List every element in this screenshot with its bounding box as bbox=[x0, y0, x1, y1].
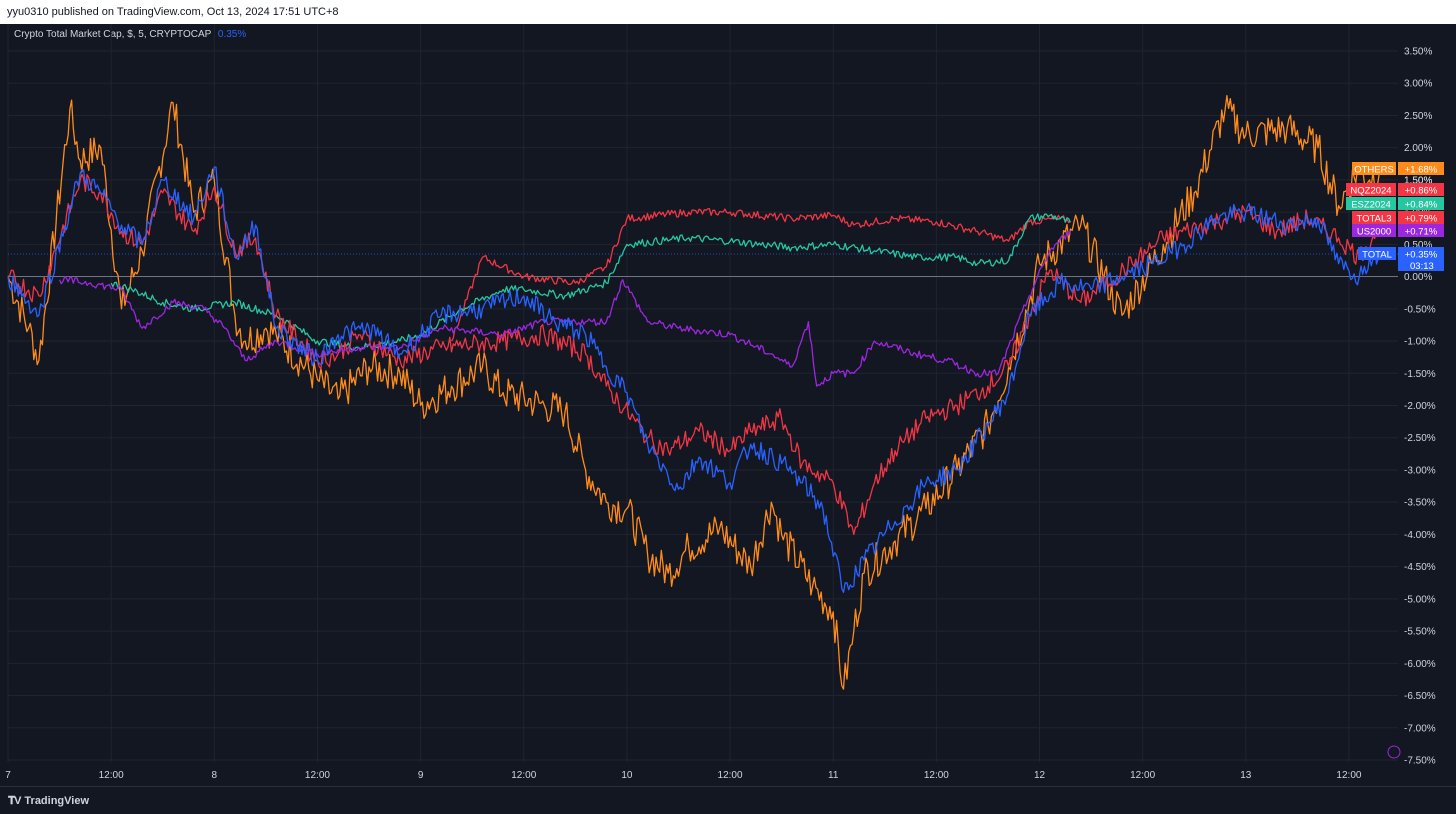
series-tag-value-bg bbox=[1398, 162, 1444, 175]
series-tag-us2000: US2000 +0.71% bbox=[1352, 224, 1444, 238]
y-tick-label: -3.00% bbox=[1404, 465, 1436, 476]
y-tick-label: -3.50% bbox=[1404, 498, 1436, 509]
legend-value: 0.35% bbox=[217, 29, 247, 40]
tradingview-logo-icon: 𝐓V bbox=[8, 795, 21, 807]
x-tick-label: 12:00 bbox=[1130, 770, 1155, 781]
x-tick-label: 11 bbox=[828, 770, 839, 781]
y-tick-label: 0.00% bbox=[1404, 272, 1432, 283]
y-tick-label: -6.00% bbox=[1404, 659, 1436, 670]
x-tick-label: 10 bbox=[621, 770, 633, 781]
series-tag-value: +0.71% bbox=[1405, 227, 1438, 238]
series-tag-name: NQZ2024 bbox=[1350, 186, 1391, 197]
series-tag-value: +0.86% bbox=[1405, 186, 1438, 197]
series-line-total3 bbox=[7, 173, 1381, 536]
series-tag-value: +0.35% bbox=[1405, 250, 1438, 261]
publisher-text: yyu0310 published on TradingView.com, Oc… bbox=[7, 6, 339, 18]
countdown-bg bbox=[1398, 260, 1444, 271]
y-tick-label-extra: 1.50% bbox=[1404, 176, 1432, 187]
series-tag-total: TOTAL +0.35%03:13 bbox=[1358, 247, 1444, 272]
alert-marker-icon[interactable] bbox=[1387, 745, 1401, 759]
series-tag-value-bg bbox=[1398, 224, 1444, 237]
chart-area[interactable]: 3.50%3.00%2.50%2.00%1.50%1.00%0.50%0.00%… bbox=[0, 24, 1456, 786]
x-tick-label: 12:00 bbox=[718, 770, 743, 781]
y-tick-label: -1.00% bbox=[1404, 337, 1436, 348]
series-tag-value-bg bbox=[1398, 247, 1444, 260]
series-tag-value-bg bbox=[1398, 183, 1444, 196]
publisher-bar: yyu0310 published on TradingView.com, Oc… bbox=[0, 0, 1456, 24]
y-tick-label: -4.50% bbox=[1404, 562, 1436, 573]
series-line-esz2024 bbox=[110, 213, 1071, 351]
x-tick-label: 13 bbox=[1240, 770, 1252, 781]
y-tick-label: -6.50% bbox=[1404, 691, 1436, 702]
series-tag-others: OTHERS +1.68% bbox=[1352, 162, 1444, 176]
series-tag-name: TOTAL bbox=[1362, 250, 1392, 261]
x-tick-label: 12:00 bbox=[511, 770, 536, 781]
series-line-total bbox=[7, 166, 1381, 594]
legend-title: Crypto Total Market Cap, $, 5, CRYPTOCAP bbox=[14, 29, 212, 40]
y-tick-label: 3.00% bbox=[1404, 79, 1432, 90]
x-tick-label: 12:00 bbox=[1336, 770, 1361, 781]
y-tick-label: -7.00% bbox=[1404, 723, 1436, 734]
y-tick-label: -5.00% bbox=[1404, 594, 1436, 605]
series-tag-total3: TOTAL3 +0.79% bbox=[1352, 211, 1444, 225]
series-line-nqz2024 bbox=[450, 207, 1071, 342]
series-tag-value: +1.68% bbox=[1405, 165, 1438, 176]
y-tick-label: 2.00% bbox=[1404, 143, 1432, 154]
series-tag-name-bg bbox=[1352, 224, 1396, 237]
series-tag-name: TOTAL3 bbox=[1356, 214, 1391, 225]
y-tick-label: -0.50% bbox=[1404, 304, 1436, 315]
y-tick-label: 0.50% bbox=[1404, 240, 1432, 251]
tradingview-logo[interactable]: 𝐓V TradingView bbox=[8, 795, 89, 808]
series-line-others bbox=[7, 94, 1381, 690]
series-tag-name-bg bbox=[1358, 247, 1396, 260]
y-tick-label: -2.00% bbox=[1404, 401, 1436, 412]
countdown-label: 03:13 bbox=[1410, 261, 1434, 272]
brand-text: TradingView bbox=[24, 795, 90, 807]
x-tick-label: 12:00 bbox=[305, 770, 330, 781]
series-tag-value-bg bbox=[1398, 197, 1444, 210]
series-tag-name: OTHERS bbox=[1354, 165, 1394, 176]
series-tag-name: ESZ2024 bbox=[1351, 200, 1391, 211]
x-tick-label: 9 bbox=[418, 770, 424, 781]
x-tick-label: 8 bbox=[212, 770, 218, 781]
x-tick-label: 12:00 bbox=[99, 770, 124, 781]
y-tick-label: -4.00% bbox=[1404, 530, 1436, 541]
series-tag-name-bg bbox=[1346, 197, 1396, 210]
series-tag-name-bg bbox=[1352, 162, 1396, 175]
x-tick-label: 12 bbox=[1034, 770, 1046, 781]
x-axis[interactable]: 7 12:00 8 12:00 9 12:00 10 12:00 11 12:00 12 12:00 1… bbox=[5, 770, 1362, 781]
y-tick-label: 2.50% bbox=[1404, 111, 1432, 122]
series-tag-value: +0.84% bbox=[1405, 200, 1438, 211]
series-tag-esz2024: ESZ2024 +0.84% bbox=[1346, 197, 1444, 211]
series-tag-name-bg bbox=[1346, 183, 1396, 196]
y-tick-label: -7.50% bbox=[1404, 756, 1436, 767]
y-tick-label: 1.50% bbox=[1404, 175, 1432, 186]
series-tag-nqz2024: NQZ2024 +0.86% bbox=[1346, 183, 1444, 197]
series-tag-name-bg bbox=[1352, 211, 1396, 224]
y-tick-label: -5.50% bbox=[1404, 627, 1436, 638]
series-tags: OTHERS +1.68%NQZ2024 +0.86%ESZ2024 +0.84%TO… bbox=[1346, 162, 1444, 759]
y-tick-label: -1.50% bbox=[1404, 369, 1436, 380]
grid bbox=[7, 24, 1398, 762]
footer-bar: 𝐓V TradingView bbox=[0, 786, 1456, 814]
chart-legend[interactable]: Crypto Total Market Cap, $, 5, CRYPTOCAP… bbox=[14, 29, 246, 40]
x-tick-label: 7 bbox=[5, 770, 11, 781]
x-tick-label: 12:00 bbox=[924, 770, 949, 781]
y-tick-label: 3.50% bbox=[1404, 47, 1432, 58]
series-tag-value-bg bbox=[1398, 211, 1444, 224]
series-tag-name: US2000 bbox=[1357, 227, 1391, 238]
reference-lines bbox=[8, 253, 1398, 277]
series-lines bbox=[7, 94, 1381, 690]
y-axis[interactable]: 3.50%3.00%2.50%2.00%1.50%1.00%0.50%0.00%… bbox=[1404, 47, 1436, 767]
series-tag-value: +0.79% bbox=[1405, 214, 1438, 225]
y-tick-label: -2.50% bbox=[1404, 433, 1436, 444]
